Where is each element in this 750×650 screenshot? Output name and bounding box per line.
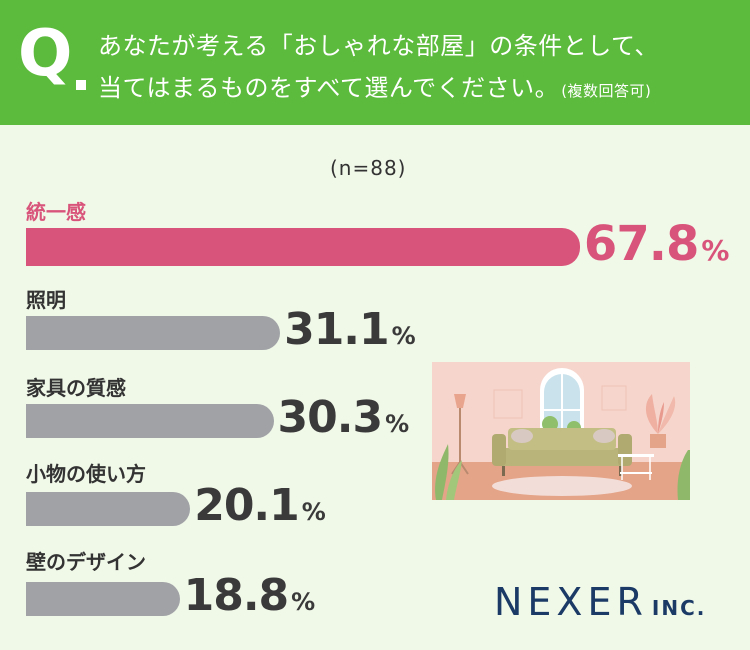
nexer-logo: NEXER INC. (494, 580, 706, 624)
value-unit: % (385, 410, 409, 438)
category-label: 照明 (26, 288, 66, 312)
bar (26, 582, 180, 616)
category-label: 壁のデザイン (26, 550, 146, 574)
living-room-illustration (432, 362, 690, 500)
value-unit: % (291, 588, 315, 616)
value-number: 31.1 (284, 304, 390, 355)
value-label: 31.1% (284, 304, 416, 355)
value-label: 30.3% (277, 392, 410, 443)
value-number: 67.8 (583, 216, 699, 272)
value-label: 67.8% (583, 216, 730, 272)
question-text-line2: 当てはまるものをすべて選んでください。 (複数回答可) (98, 68, 651, 103)
category-label: 小物の使い方 (26, 462, 146, 486)
bar (26, 404, 274, 438)
question-text-line1: あなたが考える「おしゃれな部屋」の条件として、 (98, 32, 659, 60)
value-number: 20.1 (194, 480, 300, 531)
value-label: 20.1% (194, 480, 326, 531)
sample-size: (n=88) (330, 156, 407, 180)
value-unit: % (701, 234, 729, 267)
question-mark-dot (76, 80, 86, 90)
question-text-line2-main: 当てはまるものをすべて選んでください。 (98, 74, 560, 102)
category-label: 家具の質感 (26, 376, 126, 400)
question-mark: Q (18, 17, 73, 91)
question-header: Q あなたが考える「おしゃれな部屋」の条件として、 当てはまるものをすべて選んで… (0, 0, 750, 125)
value-label: 18.8% (183, 570, 316, 621)
category-label: 統一感 (26, 200, 86, 224)
logo-sub-text: INC. (651, 596, 707, 620)
question-note: (複数回答可) (561, 82, 652, 100)
bar (26, 492, 191, 526)
value-number: 18.8 (183, 570, 290, 621)
value-unit: % (301, 498, 326, 526)
bar (26, 228, 580, 266)
value-number: 30.3 (277, 392, 384, 443)
value-unit: % (391, 322, 416, 350)
logo-main-text: NEXER (494, 580, 648, 624)
bar (26, 316, 281, 350)
